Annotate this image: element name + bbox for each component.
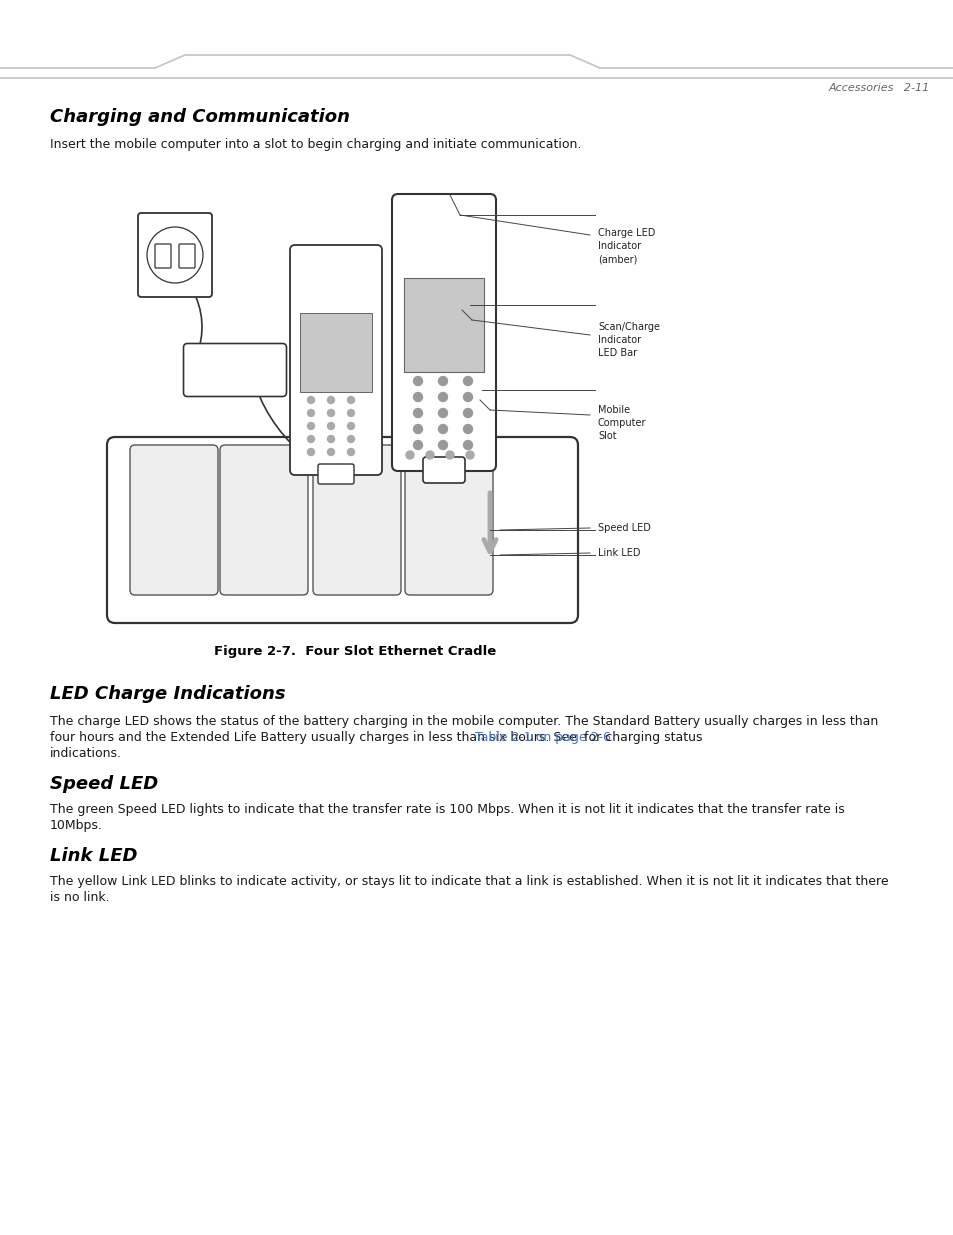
Circle shape [463, 377, 472, 385]
FancyBboxPatch shape [179, 245, 194, 268]
Text: The charge LED shows the status of the battery charging in the mobile computer. : The charge LED shows the status of the b… [50, 715, 878, 727]
FancyBboxPatch shape [107, 437, 578, 622]
Circle shape [463, 393, 472, 401]
Text: Link LED: Link LED [598, 548, 639, 558]
Circle shape [327, 448, 335, 456]
Text: Link LED: Link LED [50, 847, 137, 864]
Text: Charge LED
Indicator
(amber): Charge LED Indicator (amber) [598, 228, 655, 264]
Text: Accessories   2-11: Accessories 2-11 [828, 83, 929, 93]
Circle shape [413, 409, 422, 417]
Circle shape [307, 396, 314, 404]
Circle shape [307, 410, 314, 416]
Circle shape [347, 410, 355, 416]
Circle shape [327, 396, 335, 404]
Circle shape [307, 422, 314, 430]
FancyBboxPatch shape [299, 312, 372, 391]
Circle shape [438, 377, 447, 385]
Circle shape [347, 422, 355, 430]
Text: The green Speed LED lights to indicate that the transfer rate is 100 Mbps. When : The green Speed LED lights to indicate t… [50, 803, 843, 816]
FancyBboxPatch shape [290, 245, 381, 475]
Circle shape [446, 451, 454, 459]
FancyBboxPatch shape [130, 445, 218, 595]
Text: for charging status: for charging status [579, 731, 701, 743]
Text: four hours and the Extended Life Battery usually charges in less than six hours.: four hours and the Extended Life Battery… [50, 731, 580, 743]
Circle shape [438, 393, 447, 401]
Circle shape [413, 425, 422, 433]
Circle shape [413, 393, 422, 401]
FancyBboxPatch shape [422, 457, 464, 483]
Circle shape [438, 441, 447, 450]
Text: is no link.: is no link. [50, 890, 110, 904]
Text: LED Charge Indications: LED Charge Indications [50, 685, 285, 703]
Circle shape [463, 441, 472, 450]
Text: Table 2-1 on page 2-6: Table 2-1 on page 2-6 [475, 731, 610, 743]
Circle shape [413, 441, 422, 450]
Text: indications.: indications. [50, 747, 122, 760]
Circle shape [406, 451, 414, 459]
Circle shape [347, 436, 355, 442]
Circle shape [463, 409, 472, 417]
Circle shape [327, 422, 335, 430]
FancyBboxPatch shape [138, 212, 212, 296]
Text: Insert the mobile computer into a slot to begin charging and initiate communicat: Insert the mobile computer into a slot t… [50, 138, 580, 151]
Text: The yellow Link LED blinks to indicate activity, or stays lit to indicate that a: The yellow Link LED blinks to indicate a… [50, 876, 887, 888]
Circle shape [426, 451, 434, 459]
Text: Mobile
Computer
Slot: Mobile Computer Slot [598, 405, 646, 441]
FancyBboxPatch shape [313, 445, 400, 595]
Circle shape [347, 396, 355, 404]
Circle shape [307, 436, 314, 442]
Circle shape [307, 448, 314, 456]
Circle shape [327, 410, 335, 416]
FancyBboxPatch shape [183, 343, 286, 396]
Circle shape [327, 436, 335, 442]
Text: Speed LED: Speed LED [598, 522, 650, 534]
Circle shape [463, 425, 472, 433]
Circle shape [465, 451, 474, 459]
Circle shape [438, 409, 447, 417]
FancyBboxPatch shape [392, 194, 496, 471]
Text: Scan/Charge
Indicator
LED Bar: Scan/Charge Indicator LED Bar [598, 322, 659, 358]
FancyBboxPatch shape [317, 464, 354, 484]
Text: Charging and Communication: Charging and Communication [50, 107, 350, 126]
Circle shape [413, 377, 422, 385]
Text: Speed LED: Speed LED [50, 776, 158, 793]
FancyBboxPatch shape [50, 156, 589, 630]
Text: 10Mbps.: 10Mbps. [50, 819, 103, 832]
FancyBboxPatch shape [405, 445, 493, 595]
FancyBboxPatch shape [154, 245, 171, 268]
Circle shape [347, 448, 355, 456]
FancyBboxPatch shape [220, 445, 308, 595]
Circle shape [438, 425, 447, 433]
FancyBboxPatch shape [403, 278, 483, 372]
Text: Figure 2-7.  Four Slot Ethernet Cradle: Figure 2-7. Four Slot Ethernet Cradle [213, 645, 496, 658]
